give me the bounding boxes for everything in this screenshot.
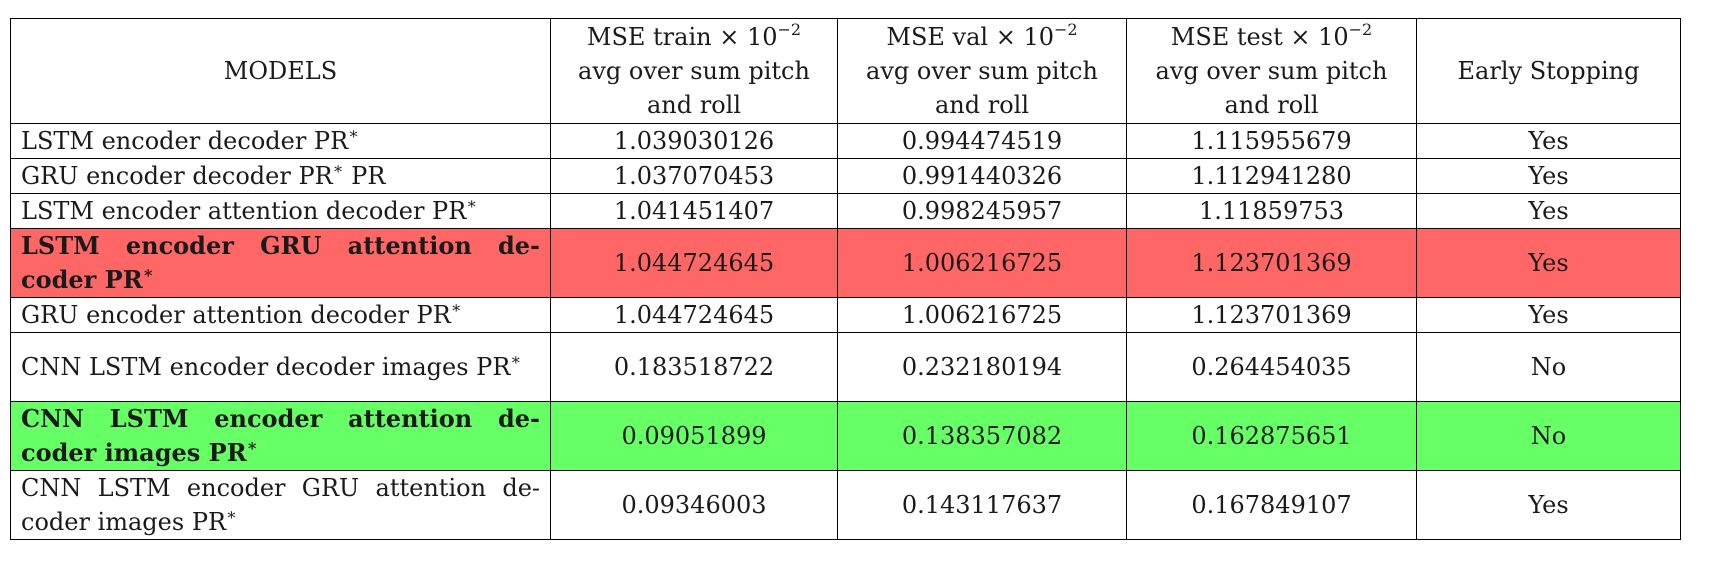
mse-val-cell: 0.991440326 (837, 158, 1127, 194)
header-early-stopping: Early Stopping (1416, 18, 1681, 124)
early-stopping-cell: Yes (1416, 228, 1681, 298)
table-row: CNN LSTM encoder GRU attention de-coder … (10, 470, 1681, 540)
mse-test-cell: 1.11859753 (1126, 193, 1417, 229)
star-mark: ∗ (510, 350, 522, 369)
model-name-cell: GRU encoder attention decoder PR∗ (10, 297, 551, 333)
mse-test-cell: 1.112941280 (1126, 158, 1417, 194)
early-stopping-cell: Yes (1416, 123, 1681, 159)
mse-train-cell: 1.044724645 (550, 297, 838, 333)
model-name: LSTM encoder decoder PR (21, 127, 349, 155)
model-name: GRU encoder decoder PR (21, 162, 333, 190)
header-row: MODELS MSE train × 10−2 avg over sum pit… (10, 18, 1681, 124)
model-name-cell: LSTM encoder decoder PR∗ (10, 123, 551, 159)
header-train-line2: avg over sum pitch (578, 57, 810, 85)
mse-test-cell: 0.167849107 (1126, 470, 1417, 540)
mse-val-cell: 1.006216725 (837, 228, 1127, 298)
mse-val-cell: 0.232180194 (837, 332, 1127, 402)
early-stopping-cell: Yes (1416, 297, 1681, 333)
mse-val-cell: 0.138357082 (837, 401, 1127, 471)
model-name-cell: CNN LSTM encoder attention de-coder imag… (10, 401, 551, 471)
table-row: GRU encoder decoder PR∗ PR 1.037070453 0… (10, 158, 1681, 194)
header-models: MODELS (10, 18, 551, 124)
star-mark: ∗ (142, 263, 154, 282)
mse-train-cell: 1.044724645 (550, 228, 838, 298)
mse-val-cell: 0.143117637 (837, 470, 1127, 540)
table-row: GRU encoder attention decoder PR∗ 1.0447… (10, 297, 1681, 333)
mse-train-cell: 0.09346003 (550, 470, 838, 540)
model-name-suffix: PR (343, 162, 386, 190)
mse-val-cell: 0.994474519 (837, 123, 1127, 159)
mse-val-cell: 0.998245957 (837, 193, 1127, 229)
model-name: CNN LSTM encoder attention de-coder imag… (21, 404, 540, 467)
header-test-exp: −2 (1348, 20, 1373, 39)
header-mse-train: MSE train × 10−2 avg over sum pitch and … (550, 18, 838, 124)
header-test-line1: MSE test × 10 (1170, 23, 1349, 51)
mse-test-cell: 0.162875651 (1126, 401, 1417, 471)
star-mark: ∗ (348, 124, 360, 143)
star-mark: ∗ (246, 436, 258, 455)
mse-train-cell: 0.09051899 (550, 401, 838, 471)
mse-test-cell: 1.123701369 (1126, 297, 1417, 333)
mse-train-cell: 1.037070453 (550, 158, 838, 194)
star-mark: ∗ (466, 194, 478, 213)
mse-train-cell: 1.041451407 (550, 193, 838, 229)
header-train-line3: and roll (646, 91, 742, 119)
header-mse-test: MSE test × 10−2 avg over sum pitch and r… (1126, 18, 1417, 124)
model-name: GRU encoder attention decoder PR (21, 301, 451, 329)
early-stopping-cell: No (1416, 401, 1681, 471)
header-test-line2: avg over sum pitch (1155, 57, 1388, 85)
star-mark: ∗ (226, 505, 237, 524)
early-stopping-cell: No (1416, 332, 1681, 402)
mse-val-cell: 1.006216725 (837, 297, 1127, 333)
model-name: LSTM encoder GRU attention de-coder PR (21, 231, 540, 294)
model-name-cell: GRU encoder decoder PR∗ PR (10, 158, 551, 194)
model-name-cell: LSTM encoder GRU attention de-coder PR∗ (10, 228, 551, 298)
results-table: MODELS MSE train × 10−2 avg over sum pit… (10, 18, 1681, 540)
mse-test-cell: 0.264454035 (1126, 332, 1417, 402)
header-test-line3: and roll (1224, 91, 1319, 119)
mse-train-cell: 0.183518722 (550, 332, 838, 402)
model-name: CNN LSTM encoder GRU attention de-coder … (21, 474, 540, 536)
header-val-line1: MSE val × 10 (886, 23, 1055, 51)
mse-test-cell: 1.115955679 (1126, 123, 1417, 159)
header-val-line2: avg over sum pitch (866, 57, 1098, 85)
header-train-line1: MSE train × 10 (586, 23, 778, 51)
table-row: LSTM encoder decoder PR∗ 1.039030126 0.9… (10, 123, 1681, 159)
model-name: CNN LSTM encoder decoder images PR (21, 353, 511, 381)
header-mse-val: MSE val × 10−2 avg over sum pitch and ro… (837, 18, 1127, 124)
model-name-cell: CNN LSTM encoder decoder images PR∗ (10, 332, 551, 402)
table-row: LSTM encoder attention decoder PR∗ 1.041… (10, 193, 1681, 229)
header-val-line3: and roll (934, 91, 1030, 119)
model-name-cell: CNN LSTM encoder GRU attention de-coder … (10, 470, 551, 540)
model-name-cell: LSTM encoder attention decoder PR∗ (10, 193, 551, 229)
header-val-exp: −2 (1054, 20, 1078, 39)
star-mark: ∗ (332, 159, 344, 178)
mse-test-cell: 1.123701369 (1126, 228, 1417, 298)
table-row-highlight-green: CNN LSTM encoder attention de-coder imag… (10, 401, 1681, 471)
header-train-exp: −2 (777, 20, 802, 39)
early-stopping-cell: Yes (1416, 193, 1681, 229)
table-row-highlight-red: LSTM encoder GRU attention de-coder PR∗ … (10, 228, 1681, 298)
mse-train-cell: 1.039030126 (550, 123, 838, 159)
early-stopping-cell: Yes (1416, 158, 1681, 194)
model-name: LSTM encoder attention decoder PR (21, 197, 467, 225)
early-stopping-cell: Yes (1416, 470, 1681, 540)
table-row: CNN LSTM encoder decoder images PR∗ 0.18… (10, 332, 1681, 402)
star-mark: ∗ (450, 298, 462, 317)
